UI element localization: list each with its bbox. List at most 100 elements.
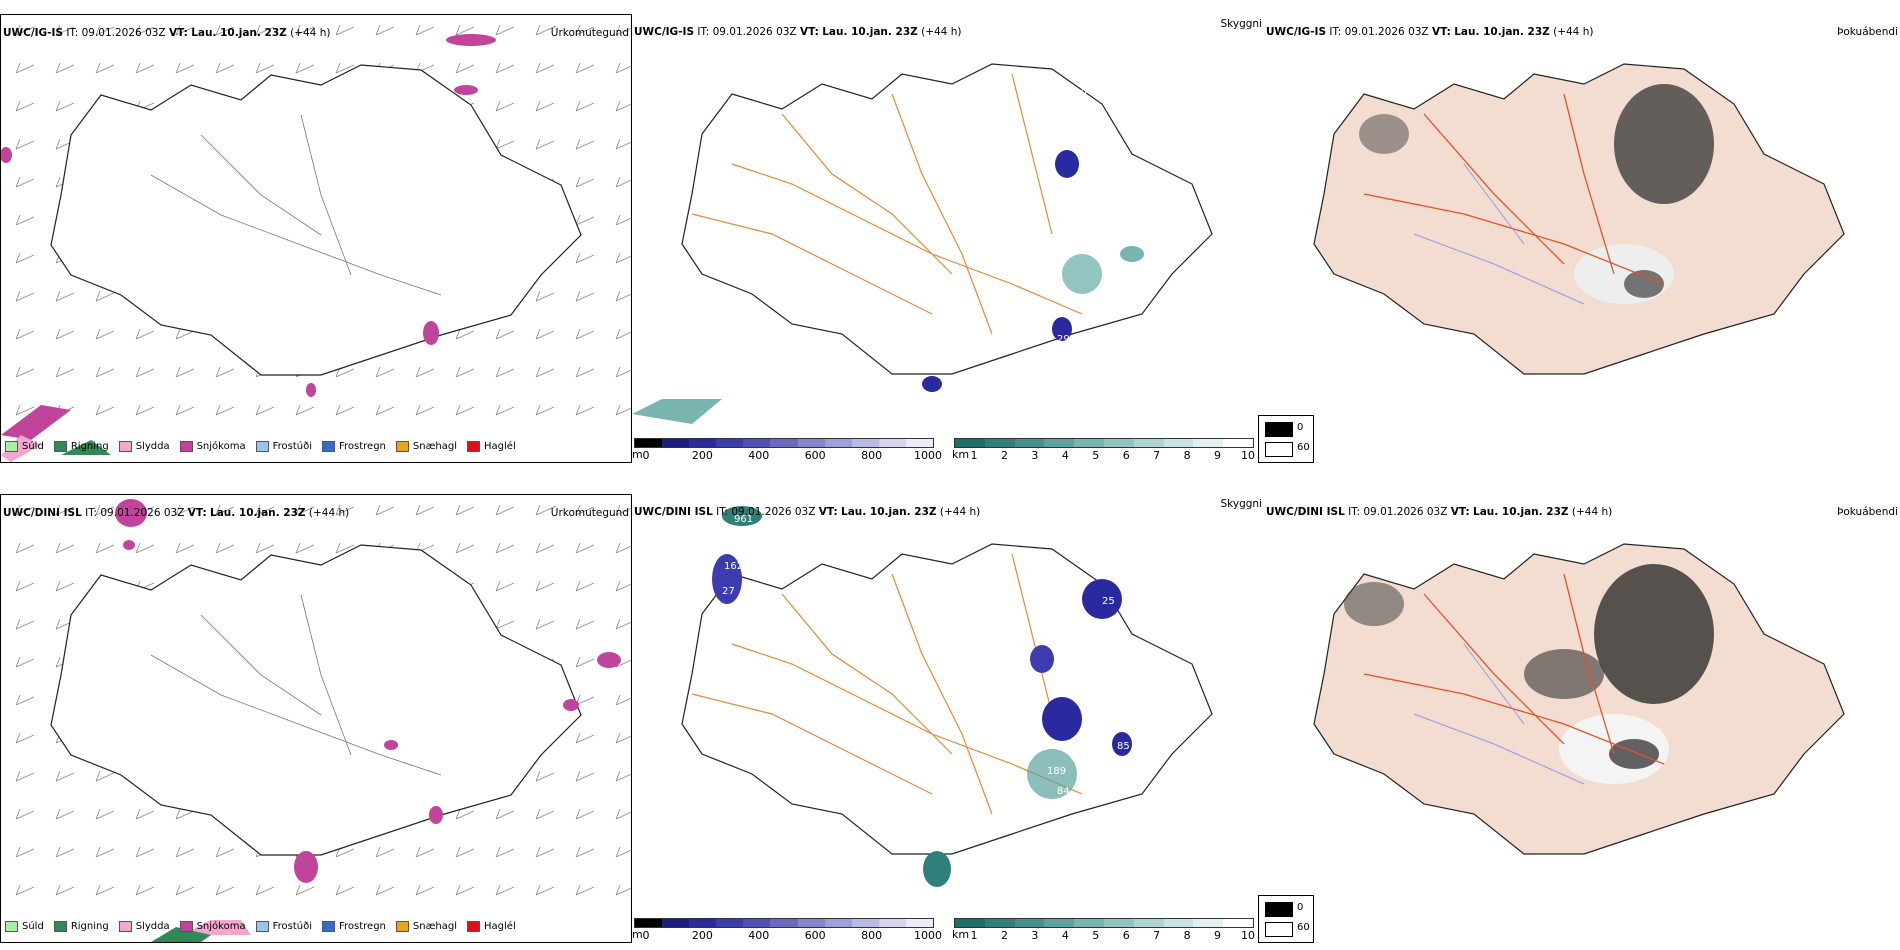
legend-item: Frostregn — [322, 921, 386, 932]
wind-barb — [615, 846, 631, 858]
scale-tick: 4 — [1061, 449, 1069, 462]
legend-item: Súld — [5, 921, 44, 932]
wind-barb — [575, 366, 595, 378]
wind-barb — [575, 618, 595, 630]
wind-barb — [615, 504, 631, 516]
fog-label-igis: Þokuábendi — [1837, 26, 1898, 38]
legend-swatch — [395, 441, 409, 452]
wind-barb — [415, 846, 435, 858]
legend-swatch — [467, 441, 481, 452]
wind-barb — [415, 366, 435, 378]
scale-swatch — [1193, 919, 1224, 927]
wind-barb — [575, 404, 595, 416]
legend-item: Rigning — [53, 441, 109, 452]
wind-barb — [535, 62, 555, 74]
value-label: 961 — [734, 514, 753, 525]
value-label: 55 — [994, 681, 1007, 692]
wind-barb — [215, 404, 235, 416]
wind-barb — [255, 504, 275, 516]
iceland-coast — [681, 63, 1213, 375]
legend-label: Frostúði — [272, 921, 312, 932]
scale-swatch — [635, 439, 663, 447]
scale-tick: 1000 — [914, 449, 942, 462]
wind-barb — [615, 542, 631, 554]
scale-swatch — [905, 919, 934, 927]
wind-barb — [495, 542, 515, 554]
wind-barb — [415, 404, 435, 416]
vis-panel-igis: 60 29 UWC/IG-IS IT: 09.01.2026 03Z VT: L… — [632, 14, 1264, 463]
scale-swatch — [905, 439, 934, 447]
wind-barb — [495, 808, 515, 820]
wind-barb — [615, 176, 631, 188]
precip-map-dini — [15, 499, 631, 942]
scale-swatch — [797, 439, 825, 447]
wind-barb — [135, 542, 155, 554]
row-dini: UWC/DINI ISL IT: 09.01.2026 03Z VT: Lau.… — [0, 480, 1900, 950]
vis-label-igis: Skyggni — [1220, 18, 1263, 30]
wind-barb — [495, 62, 515, 74]
wind-barb — [495, 580, 515, 592]
iceland-coast — [681, 543, 1213, 855]
precip-title-dini: UWC/DINI ISL IT: 09.01.2026 03Z VT: Lau.… — [3, 507, 350, 519]
wind-barb — [215, 846, 235, 858]
wind-barb — [15, 808, 35, 820]
wind-barb — [575, 808, 595, 820]
wind-barb — [175, 404, 195, 416]
wind-barb — [55, 808, 75, 820]
wind-barb — [575, 328, 595, 340]
ceiling-scale-igis: m 0 200 400 600 800 1000 — [632, 438, 942, 462]
value-label: 85 — [1117, 741, 1130, 752]
legend-item: Snjókoma — [179, 921, 246, 932]
fog-map-dini — [1313, 543, 1845, 855]
wind-barb — [535, 618, 555, 630]
wind-barb — [95, 504, 115, 516]
wind-barb — [255, 24, 275, 36]
wind-barb — [375, 846, 395, 858]
wind-barb — [615, 24, 631, 36]
wind-barb — [455, 846, 475, 858]
scale-swatch — [716, 919, 744, 927]
scale-swatch — [662, 919, 690, 927]
value-label: 29 — [1057, 334, 1070, 345]
wind-barb — [535, 366, 555, 378]
wind-barb — [615, 808, 631, 820]
wind-barb — [295, 62, 315, 74]
wind-barb — [615, 100, 631, 112]
wind-barb — [615, 366, 631, 378]
scale-tick: 200 — [691, 929, 713, 942]
legend-label: Frostúði — [272, 441, 312, 452]
wind-barb — [175, 24, 195, 36]
value-label: 18 — [1082, 786, 1095, 797]
wind-barb — [55, 24, 75, 36]
wind-barb — [535, 808, 555, 820]
wind-barb — [135, 884, 155, 896]
legend-label: Súld — [22, 921, 44, 932]
wind-barb — [295, 404, 315, 416]
wind-barb — [495, 24, 515, 36]
wind-barb — [575, 884, 595, 896]
scale-tick: 200 — [691, 449, 713, 462]
legend-item: Slydda — [118, 441, 170, 452]
wind-barb — [455, 808, 475, 820]
legend-label: Súld — [22, 441, 44, 452]
wind-barb — [495, 504, 515, 516]
wind-barb — [95, 24, 115, 36]
wind-barb — [455, 24, 475, 36]
scale-swatch — [1223, 439, 1253, 447]
fog-legend-igis: 0 60 — [1258, 415, 1314, 463]
wind-barb — [615, 694, 631, 706]
scale-tick: 10 — [1241, 449, 1255, 462]
wind-barb — [495, 100, 515, 112]
ceiling-scale-dini: m 0 200 400 600 800 1000 — [632, 918, 942, 942]
wind-barb — [15, 732, 35, 744]
legend-swatch — [53, 441, 67, 452]
wind-barb — [535, 884, 555, 896]
wind-barb — [55, 846, 75, 858]
wind-barb — [15, 656, 35, 668]
wind-barb — [255, 542, 275, 554]
wind-barb — [15, 694, 35, 706]
vis-label-dini: Skyggni — [1220, 498, 1263, 510]
wind-barb — [575, 542, 595, 554]
legend-label: Rigning — [70, 441, 109, 452]
wind-barb — [455, 884, 475, 896]
